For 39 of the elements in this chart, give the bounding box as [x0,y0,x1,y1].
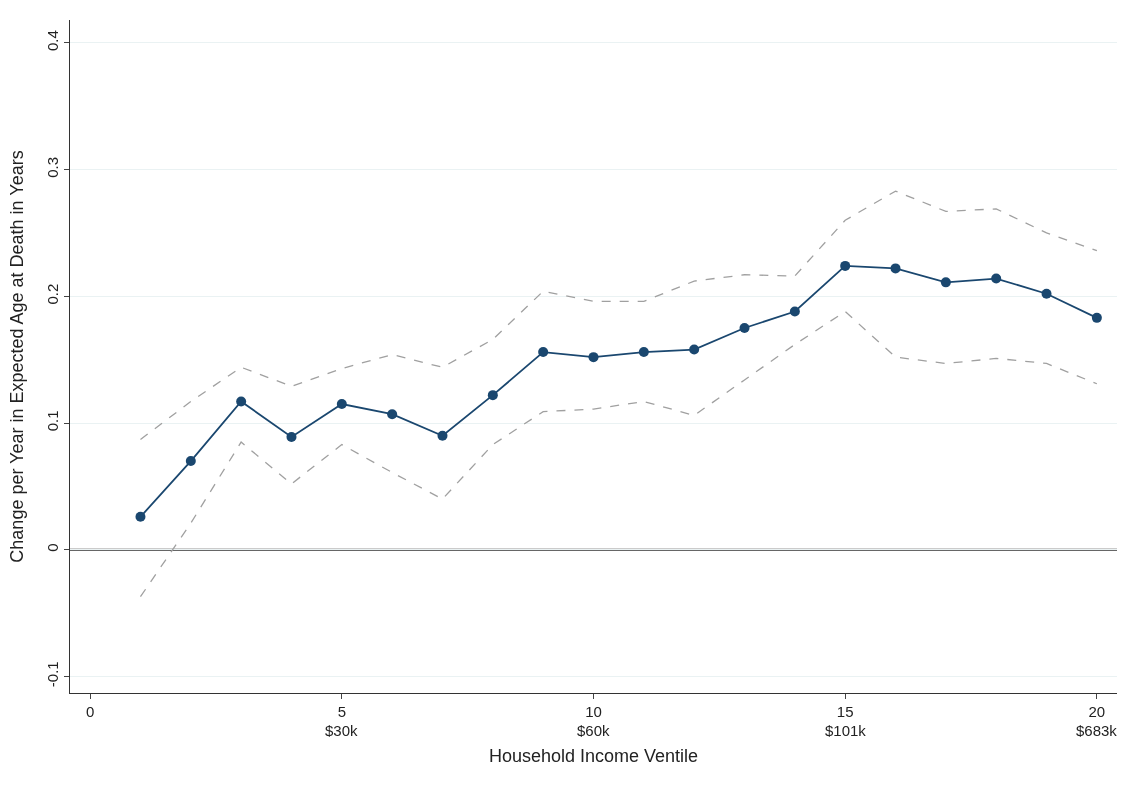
x-tick-label: 15 [836,703,854,720]
point [739,322,750,333]
point [336,399,347,410]
point [437,430,448,441]
point [588,352,599,363]
point [387,409,398,420]
y-tick-label: 0.3 [44,156,61,178]
text: $683k [1076,722,1118,739]
point [689,344,700,355]
point [940,277,951,288]
x-tick-label: 5 [337,703,346,720]
point [487,390,498,401]
y-tick-label: 0.1 [44,410,61,432]
point [890,263,901,274]
y-tick-label: 0.4 [44,30,61,51]
point [135,511,146,522]
point [840,260,851,271]
point [991,273,1002,284]
y-tick-label: 0.2 [44,283,61,305]
point [286,431,297,442]
y-tick-label: 0 [44,543,61,552]
line-series [139,190,1098,441]
x-tick-label: 10 [585,703,602,720]
y-tick-label: -0.1 [44,661,61,688]
point [1091,312,1102,323]
point [789,306,800,317]
point [185,456,196,467]
x-axis-title: Household Income Ventile [488,746,699,767]
point [1041,288,1052,299]
point [236,396,247,407]
line-series [139,310,1098,598]
y-axis-title: Change per Year in Expected Age at Death in Years [7,150,28,563]
text: $101k [825,722,867,739]
x-tick-label: 0 [85,703,95,720]
text: $60k [577,722,611,739]
text: $30k [325,722,359,739]
point [538,347,549,358]
point [638,347,649,358]
x-tick-label: 20 [1088,703,1106,720]
